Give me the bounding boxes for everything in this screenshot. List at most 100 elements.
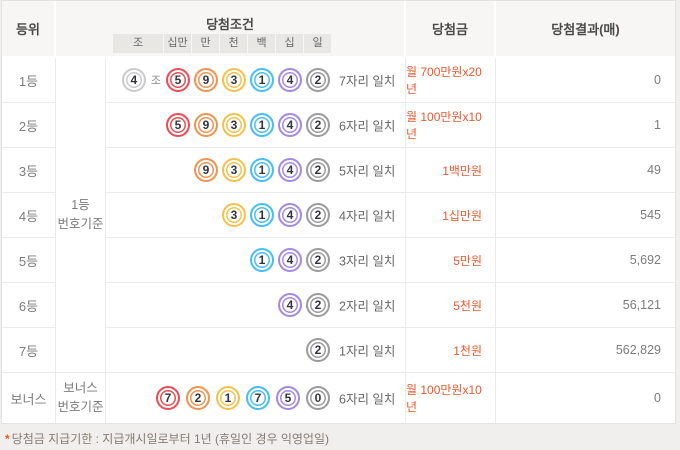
rank-label: 5등 <box>18 253 39 269</box>
rank-cell-3: 3등 <box>2 148 56 193</box>
rank-cell-2: 2등 <box>2 103 56 148</box>
ball-number: 7 <box>254 391 262 405</box>
ball-row: 1 4 2 <box>250 248 330 272</box>
prize-cell-bonus: 월 100만원x10년 <box>406 373 496 423</box>
group-label-bonus-basis: 보너스 번호기준 <box>56 373 106 423</box>
ball: 3 <box>222 68 246 92</box>
ball-number: 0 <box>314 391 322 405</box>
digit-col-100k: 십만 <box>164 34 191 53</box>
ball: 1 <box>216 386 240 410</box>
group-main-line1: 1등 <box>71 197 90 212</box>
ball: 7 <box>246 386 270 410</box>
rank-label: 4등 <box>18 208 39 224</box>
ball: 1 <box>250 113 274 137</box>
ball-number: 4 <box>286 298 294 312</box>
ball: 2 <box>306 113 330 137</box>
rank-cell-6: 6등 <box>2 283 56 328</box>
ball-number: 3 <box>230 163 238 177</box>
header-result: 당첨결과(매) <box>496 1 675 58</box>
ball: 2 <box>306 203 330 227</box>
prize-cell-6: 5천원 <box>406 283 496 328</box>
ball: 5 <box>276 386 300 410</box>
ball: 1 <box>250 68 274 92</box>
condition-cell-5: 1 4 2 3자리 일치 <box>106 238 406 283</box>
result-cell-4: 545 <box>496 193 675 238</box>
match-label: 6자리 일치 <box>339 119 396 134</box>
ball: 9 <box>194 113 218 137</box>
result-cell-5: 5,692 <box>496 238 675 283</box>
rank-label: 2등 <box>18 118 39 134</box>
ball-number: 9 <box>202 163 210 177</box>
ball-number: 1 <box>258 253 266 267</box>
ball: 1 <box>250 203 274 227</box>
result-cell-7: 562,829 <box>496 328 675 373</box>
ball-number: 1 <box>258 163 266 177</box>
result-cell-bonus: 0 <box>496 373 675 423</box>
ball-number: 2 <box>314 343 322 357</box>
prize-cell-1: 월 700만원x20년 <box>406 58 496 103</box>
digit-col-1: 일 <box>304 34 331 53</box>
result-cell-3: 49 <box>496 148 675 193</box>
ball-row: 5 9 3 1 4 2 <box>166 113 330 137</box>
footnote-text: 당첨금 지급기한 : 지급개시일로부터 1년 (휴일인 경우 익영업일) <box>11 432 330 446</box>
match-label: 3자리 일치 <box>339 254 396 269</box>
prize-cell-3: 1백만원 <box>406 148 496 193</box>
result-value: 545 <box>640 208 661 222</box>
ball: 4 <box>278 203 302 227</box>
result-cell-6: 56,121 <box>496 283 675 328</box>
condition-cell-bonus: 7 2 1 7 5 0 6자리 일치 <box>106 373 406 423</box>
group-bonus-line1: 보너스 <box>63 380 98 395</box>
match-label: 4자리 일치 <box>339 209 396 224</box>
ball-number: 1 <box>258 118 266 132</box>
rank-cell-4: 4등 <box>2 193 56 238</box>
digit-col-10: 십 <box>276 34 303 53</box>
rank-cell-bonus: 보너스 <box>2 373 56 423</box>
ball: 4 <box>278 248 302 272</box>
ball-number: 2 <box>314 253 322 267</box>
prize-value: 1백만원 <box>442 163 482 178</box>
ball: 2 <box>306 68 330 92</box>
ball: 5 <box>166 113 190 137</box>
group-main-line2: 번호기준 <box>57 217 104 231</box>
ball-row: 4 조 5 9 3 1 4 2 <box>121 68 330 92</box>
jo-ball: 4 <box>121 68 146 92</box>
ball-number: 4 <box>286 253 294 267</box>
digit-column-header: 조 십만 만 천 백 십 일 <box>113 34 331 53</box>
match-label: 2자리 일치 <box>339 299 396 314</box>
ball-number: 5 <box>174 118 182 132</box>
ball: 2 <box>306 338 330 362</box>
rank-label: 6등 <box>18 298 39 314</box>
jo-label: 조 <box>150 75 161 87</box>
rank-cell-7: 7등 <box>2 328 56 373</box>
ball-number: 2 <box>194 391 202 405</box>
ball: 3 <box>222 203 246 227</box>
ball-number: 1 <box>224 391 232 405</box>
group-label-first-rank-basis: 1등 번호기준 <box>56 58 106 373</box>
ball: 1 <box>250 248 274 272</box>
rank-cell-5: 5등 <box>2 238 56 283</box>
condition-cell-3: 9 3 1 4 2 5자리 일치 <box>106 148 406 193</box>
ball: 9 <box>194 68 218 92</box>
ball-number: 3 <box>230 73 238 87</box>
condition-cell-1: 4 조 5 9 3 1 4 2 7자리 일치 <box>106 58 406 103</box>
prize-cell-7: 1천원 <box>406 328 496 373</box>
ball-number: 5 <box>284 391 292 405</box>
ball-row: 3 1 4 2 <box>222 203 330 227</box>
ball-number: 4 <box>130 73 138 87</box>
ball: 7 <box>156 386 180 410</box>
ball-number: 2 <box>314 298 322 312</box>
prize-cell-2: 월 100만원x10년 <box>406 103 496 148</box>
prize-value: 1천원 <box>453 343 482 358</box>
header-rank-label: 등위 <box>16 22 40 37</box>
match-label: 7자리 일치 <box>339 74 396 89</box>
ball: 2 <box>306 158 330 182</box>
ball: 4 <box>278 113 302 137</box>
ball-number: 9 <box>202 118 210 132</box>
prize-value: 월 700만원x20년 <box>406 65 482 96</box>
condition-cell-6: 4 2 2자리 일치 <box>106 283 406 328</box>
prize-value: 5천원 <box>453 298 482 313</box>
asterisk: * <box>5 432 10 446</box>
ball-number: 7 <box>164 391 172 405</box>
ball-number: 1 <box>258 73 266 87</box>
ball: 2 <box>306 248 330 272</box>
